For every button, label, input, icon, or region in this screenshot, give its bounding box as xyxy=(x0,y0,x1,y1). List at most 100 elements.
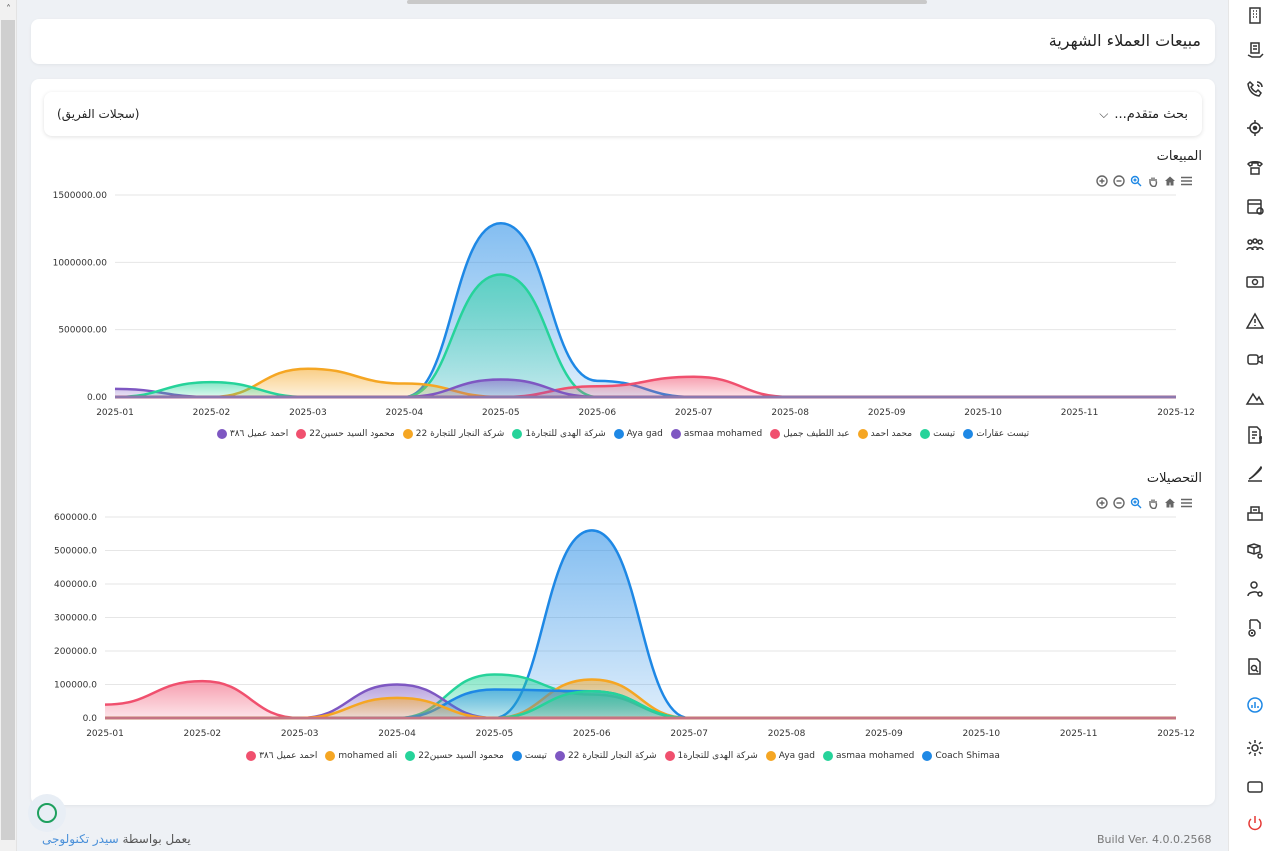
x-tick-label: 2025-05 xyxy=(482,408,520,418)
legend-item[interactable]: شركة النجار للتجارة 22 xyxy=(402,429,505,439)
zoom-out-icon[interactable] xyxy=(1112,175,1125,188)
menu-icon[interactable] xyxy=(1180,497,1193,510)
legend-label: asmaa mohamed xyxy=(683,429,763,439)
zoom-select-icon[interactable] xyxy=(1129,497,1142,510)
legend-item[interactable]: احمد عميل ٣٨٦ xyxy=(246,751,317,761)
legend-label: mohamed ali xyxy=(338,751,398,761)
horizontal-scrollbar-thumb[interactable] xyxy=(407,0,927,4)
vertical-scrollbar[interactable]: ˄ xyxy=(0,0,17,851)
zoom-in-icon[interactable] xyxy=(1095,175,1108,188)
pan-hand-icon[interactable] xyxy=(1146,497,1159,510)
legend-item[interactable]: asmaa mohamed xyxy=(823,751,914,761)
settings-icon[interactable] xyxy=(1244,737,1266,759)
legend-label: محمود السيد حسين22 xyxy=(309,429,395,439)
horizontal-scrollbar[interactable] xyxy=(17,0,1230,6)
window-icon[interactable] xyxy=(1244,776,1266,798)
money-icon[interactable] xyxy=(1244,271,1266,293)
telephone-icon[interactable] xyxy=(1244,156,1266,178)
powered-by-brand-link[interactable]: سيدر تكنولوجى xyxy=(42,832,119,846)
x-tick-label: 2025-11 xyxy=(1060,729,1098,739)
legend-item[interactable]: تيست عقارات xyxy=(963,429,1029,439)
receipt-hand-icon[interactable] xyxy=(1244,39,1266,61)
series-area xyxy=(115,223,1176,397)
legend-marker xyxy=(670,429,681,439)
advanced-search-label: بحث متقدم... xyxy=(1114,107,1188,122)
legend-item[interactable]: محمود السيد حسين22 xyxy=(405,751,504,761)
calendar-add-icon[interactable] xyxy=(1244,195,1266,217)
home-icon[interactable] xyxy=(1163,175,1176,188)
advanced-search-toggle[interactable]: بحث متقدم... ⌵ xyxy=(1099,107,1188,122)
legend-item[interactable]: شركة الهدى للتجارة1 xyxy=(664,751,758,761)
legend-marker xyxy=(325,751,336,761)
cash-register-icon[interactable] xyxy=(1244,502,1266,524)
legend-item[interactable]: محمد احمد xyxy=(857,429,912,439)
scroll-up-icon[interactable]: ˄ xyxy=(6,4,11,15)
target-icon[interactable] xyxy=(1244,117,1266,139)
floating-action-button[interactable] xyxy=(28,794,66,832)
legend-label: شركة النجار للتجارة 22 xyxy=(567,751,657,761)
landscape-icon[interactable] xyxy=(1244,386,1266,408)
signature-icon[interactable] xyxy=(1244,462,1266,484)
legend-marker xyxy=(402,429,413,439)
scrollbar-thumb[interactable] xyxy=(1,20,15,840)
delivery-icon[interactable] xyxy=(1244,540,1266,562)
legend-marker xyxy=(920,429,931,439)
x-tick-label: 2025-03 xyxy=(289,408,327,418)
legend-label: شركة الهدى للتجارة1 xyxy=(525,429,606,439)
legend-label: تيست xyxy=(933,429,956,439)
team-icon[interactable] xyxy=(1244,234,1266,256)
zoom-out-icon[interactable] xyxy=(1112,497,1125,510)
x-tick-label: 2025-04 xyxy=(378,729,416,739)
zoom-in-icon[interactable] xyxy=(1095,497,1108,510)
legend-item[interactable]: Aya gad xyxy=(613,429,663,439)
y-tick-label: 0.00 xyxy=(87,393,107,403)
home-icon[interactable] xyxy=(1163,497,1176,510)
legend-label: عبد اللطيف جميل xyxy=(783,429,850,439)
x-tick-label: 2025-06 xyxy=(573,729,611,739)
legend-item[interactable]: محمود السيد حسين22 xyxy=(296,429,395,439)
power-icon[interactable] xyxy=(1244,812,1266,834)
y-tick-label: 100000.0 xyxy=(54,681,97,691)
y-tick-label: 1000000.00 xyxy=(53,258,108,268)
x-tick-label: 2025-07 xyxy=(675,408,713,418)
legend-marker xyxy=(823,751,833,761)
legend-item[interactable]: Aya gad xyxy=(765,751,815,761)
legend-item[interactable]: شركة النجار للتجارة 22 xyxy=(554,751,657,761)
right-sidebar xyxy=(1228,0,1279,851)
legend-item[interactable]: تيست xyxy=(511,751,547,761)
series-area xyxy=(105,697,1176,718)
x-tick-label: 2025-10 xyxy=(964,408,1002,418)
phone-call-icon[interactable] xyxy=(1244,78,1266,100)
sales-chart-toolbar xyxy=(1095,174,1193,188)
legend-marker xyxy=(511,751,522,761)
legend-item[interactable]: احمد عميل ٣٨٦ xyxy=(216,429,288,439)
chevron-down-icon: ⌵ xyxy=(1099,107,1109,121)
x-tick-label: 2025-04 xyxy=(386,408,424,418)
zoom-select-icon[interactable] xyxy=(1129,175,1142,188)
invoice-dollar-icon[interactable] xyxy=(1244,424,1266,446)
document-search-icon[interactable] xyxy=(1244,656,1266,678)
warning-icon[interactable] xyxy=(1244,310,1266,332)
video-call-icon[interactable] xyxy=(1244,348,1266,370)
x-tick-label: 2025-08 xyxy=(768,729,806,739)
building-icon[interactable] xyxy=(1244,4,1266,26)
main-panel: بحث متقدم... ⌵ (سجلات الفريق) المبيعات 0.… xyxy=(31,79,1215,805)
user-add-document-icon[interactable] xyxy=(1244,617,1266,639)
legend-marker xyxy=(296,429,307,439)
legend-item[interactable]: شركة الهدى للتجارة1 xyxy=(512,429,606,439)
legend-marker xyxy=(857,429,868,439)
legend-label: شركة الهدى للتجارة1 xyxy=(677,751,758,761)
analytics-icon[interactable] xyxy=(1244,694,1266,716)
user-settings-icon[interactable] xyxy=(1244,578,1266,600)
pan-hand-icon[interactable] xyxy=(1146,175,1159,188)
legend-item[interactable]: mohamed ali xyxy=(325,751,397,761)
legend-marker xyxy=(770,429,781,439)
legend-item[interactable]: تيست xyxy=(920,429,955,439)
advanced-search-panel[interactable]: بحث متقدم... ⌵ (سجلات الفريق) xyxy=(44,92,1202,136)
legend-label: شركة النجار للتجارة 22 xyxy=(415,429,505,439)
legend-item[interactable]: Coach Shimaa xyxy=(922,751,1000,761)
menu-icon[interactable] xyxy=(1180,175,1193,188)
y-tick-label: 300000.0 xyxy=(54,614,97,624)
legend-item[interactable]: عبد اللطيف جميل xyxy=(770,429,850,439)
legend-item[interactable]: asmaa mohamed xyxy=(670,429,763,439)
